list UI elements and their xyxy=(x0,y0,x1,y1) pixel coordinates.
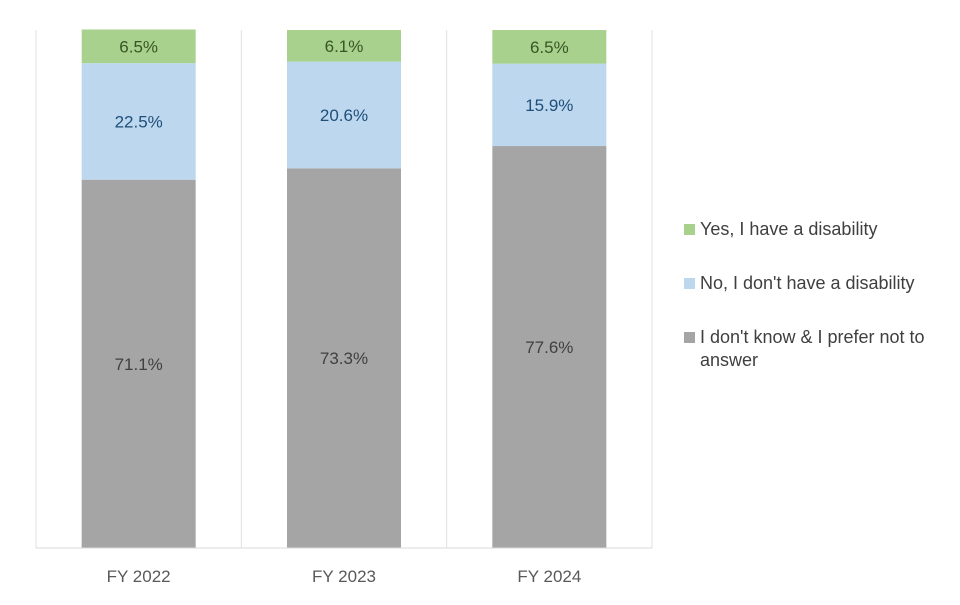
bar-segment xyxy=(287,61,401,169)
data-label: 6.5% xyxy=(119,37,158,56)
x-tick-label: FY 2024 xyxy=(517,567,581,586)
x-tick-label: FY 2022 xyxy=(107,567,171,586)
legend-swatch-unknown xyxy=(684,332,695,343)
legend-label-yes: Yes, I have a disability xyxy=(700,219,878,239)
data-label: 6.1% xyxy=(325,37,364,56)
x-tick-label: FY 2023 xyxy=(312,567,376,586)
bar-segment xyxy=(81,179,196,548)
bar-segment xyxy=(81,29,196,64)
legend: Yes, I have a disability No, I don't hav… xyxy=(684,218,954,403)
data-label: 71.1% xyxy=(115,355,163,374)
bar-segment xyxy=(287,168,401,548)
legend-label-unknown: I don't know & I prefer not to answer xyxy=(700,327,925,370)
legend-item-no: No, I don't have a disability xyxy=(684,272,954,295)
data-label: 77.6% xyxy=(525,338,573,357)
data-label: 22.5% xyxy=(115,112,163,131)
data-label: 20.6% xyxy=(320,106,368,125)
bar-segment xyxy=(492,146,607,549)
legend-label-no: No, I don't have a disability xyxy=(700,273,915,293)
bar-segment xyxy=(287,30,401,62)
legend-item-yes: Yes, I have a disability xyxy=(684,218,954,241)
data-label: 6.5% xyxy=(530,38,569,57)
data-label: 15.9% xyxy=(525,96,573,115)
bar-segment xyxy=(492,30,607,64)
legend-swatch-yes xyxy=(684,224,695,235)
legend-swatch-no xyxy=(684,278,695,289)
bar-segment xyxy=(81,63,196,180)
legend-item-unknown: I don't know & I prefer not to answer xyxy=(684,326,954,372)
data-label: 73.3% xyxy=(320,349,368,368)
bar-segment xyxy=(492,63,607,147)
